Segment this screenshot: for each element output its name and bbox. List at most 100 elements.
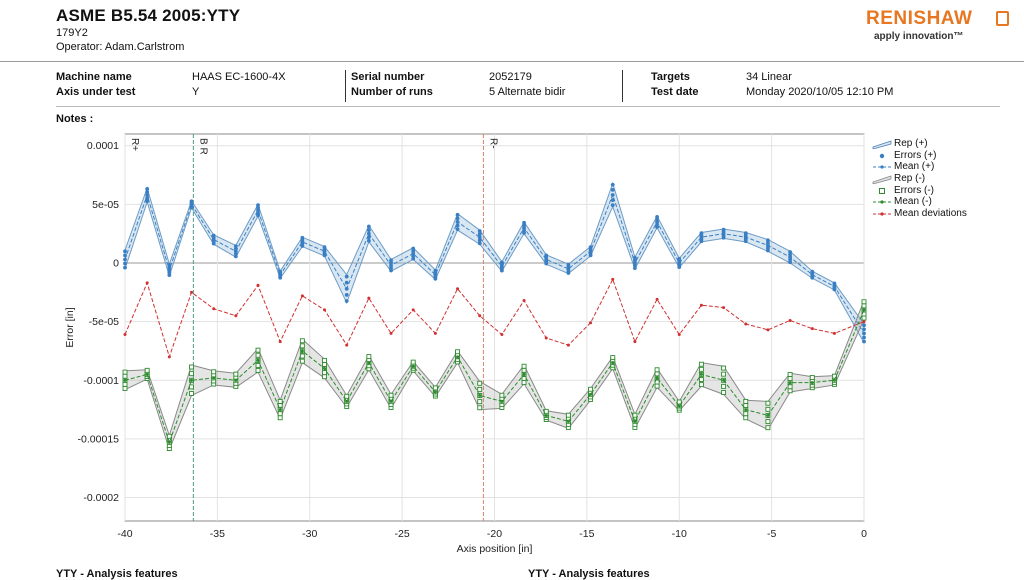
mean-point bbox=[862, 308, 866, 312]
error-point bbox=[123, 261, 127, 266]
error-point bbox=[698, 377, 704, 382]
error-point bbox=[654, 383, 660, 389]
mean-point bbox=[433, 390, 437, 394]
report-title: ASME B5.54 2005:YTY bbox=[56, 6, 241, 25]
serial-label: Serial number bbox=[351, 71, 425, 83]
x-tick-label: -30 bbox=[302, 528, 317, 540]
mean-point bbox=[234, 378, 238, 382]
error-point bbox=[432, 385, 438, 391]
mean-point bbox=[300, 240, 304, 244]
mean-point bbox=[345, 343, 349, 347]
error-point bbox=[566, 262, 571, 267]
y-tick-label: -0.0002 bbox=[83, 492, 119, 504]
legend-square-swatch bbox=[879, 187, 885, 194]
error-point bbox=[610, 187, 615, 192]
mean-point bbox=[256, 208, 260, 212]
error-point bbox=[862, 327, 866, 332]
mean-point bbox=[500, 333, 504, 337]
targets-value: 34 Linear bbox=[746, 71, 792, 83]
error-point bbox=[765, 406, 771, 412]
info-labels-1: Machine name Axis under test bbox=[56, 70, 135, 100]
error-point bbox=[655, 214, 659, 219]
reference-marker-label: R+ bbox=[129, 138, 140, 151]
info-labels-2: Serial number Number of runs bbox=[351, 70, 433, 100]
x-axis-label: Axis position [in] bbox=[457, 543, 533, 555]
error-point bbox=[255, 368, 261, 373]
error-point bbox=[122, 369, 128, 375]
error-point bbox=[123, 265, 127, 270]
legend-entry: Mean deviations bbox=[872, 208, 967, 220]
band-upper-edge bbox=[124, 181, 865, 325]
mean-point bbox=[234, 314, 238, 318]
error-point bbox=[123, 249, 127, 254]
error-point bbox=[787, 372, 793, 377]
legend-dashline-icon bbox=[873, 165, 891, 169]
footer-left-title: YTY - Analysis features bbox=[56, 568, 178, 580]
mean-point bbox=[544, 413, 548, 417]
mean-point bbox=[611, 193, 615, 197]
legend-line-dot bbox=[880, 212, 884, 216]
error-point bbox=[166, 433, 172, 439]
legend-entry: Rep (-) bbox=[872, 173, 967, 185]
mean-point bbox=[300, 349, 304, 353]
error-point bbox=[521, 363, 527, 369]
mean-point bbox=[589, 249, 593, 253]
header-divider bbox=[0, 61, 1024, 62]
error-point bbox=[233, 371, 239, 377]
error-point bbox=[189, 371, 194, 377]
legend-band-swatch bbox=[872, 175, 892, 185]
mean-point bbox=[389, 331, 393, 335]
mean-point bbox=[633, 261, 637, 265]
legend-label: Rep (+) bbox=[894, 138, 928, 149]
error-point bbox=[721, 390, 727, 395]
error-point bbox=[145, 186, 150, 191]
error-point bbox=[765, 400, 771, 406]
mean-point bbox=[566, 419, 570, 423]
mean-point bbox=[611, 277, 615, 281]
mean-point bbox=[278, 273, 282, 277]
legend-label: Mean deviations bbox=[894, 208, 967, 220]
mean-point bbox=[456, 220, 460, 224]
error-point bbox=[698, 361, 704, 367]
legend-entry: Mean (+) bbox=[872, 161, 967, 173]
reference-marker-label: B R bbox=[197, 138, 208, 155]
error-point bbox=[299, 343, 305, 349]
legend-entry: Mean (-) bbox=[872, 196, 967, 208]
error-point bbox=[698, 382, 704, 388]
mean-point bbox=[766, 328, 770, 332]
mean-point bbox=[212, 376, 216, 380]
targets-label: Targets bbox=[651, 71, 690, 83]
error-point bbox=[765, 425, 771, 431]
logo-mark-icon bbox=[996, 11, 1009, 26]
mean-point bbox=[766, 413, 770, 417]
error-point bbox=[677, 257, 682, 261]
mean-point bbox=[190, 378, 194, 382]
error-point bbox=[477, 238, 482, 243]
y-axis-label: Error [in] bbox=[64, 307, 76, 347]
info-values-3: 34 Linear Monday 2020/10/05 12:10 PM bbox=[746, 70, 893, 100]
error-point bbox=[743, 398, 749, 404]
mean-point bbox=[589, 321, 593, 325]
mean-point bbox=[832, 378, 836, 382]
mean-point bbox=[677, 404, 681, 408]
error-point bbox=[721, 383, 727, 389]
logo-tagline: apply innovation™ bbox=[874, 31, 964, 42]
operator-label: Operator: Adam.Carlstrom bbox=[56, 41, 185, 53]
error-point bbox=[861, 299, 867, 305]
error-point bbox=[389, 258, 393, 263]
mean-point bbox=[367, 296, 371, 300]
mean-point bbox=[300, 294, 304, 298]
error-point bbox=[322, 245, 327, 250]
error-point bbox=[766, 238, 770, 243]
mean-point bbox=[411, 364, 415, 368]
mean-point bbox=[411, 252, 415, 256]
x-tick-label: 0 bbox=[861, 528, 867, 540]
mean-point bbox=[810, 327, 814, 331]
mean-point bbox=[323, 308, 327, 312]
mean-point bbox=[832, 331, 836, 335]
x-tick-label: -40 bbox=[117, 528, 132, 540]
test-date-value: Monday 2020/10/05 12:10 PM bbox=[746, 86, 894, 98]
error-point bbox=[477, 241, 482, 246]
error-point bbox=[499, 260, 504, 265]
error-point bbox=[861, 315, 867, 321]
